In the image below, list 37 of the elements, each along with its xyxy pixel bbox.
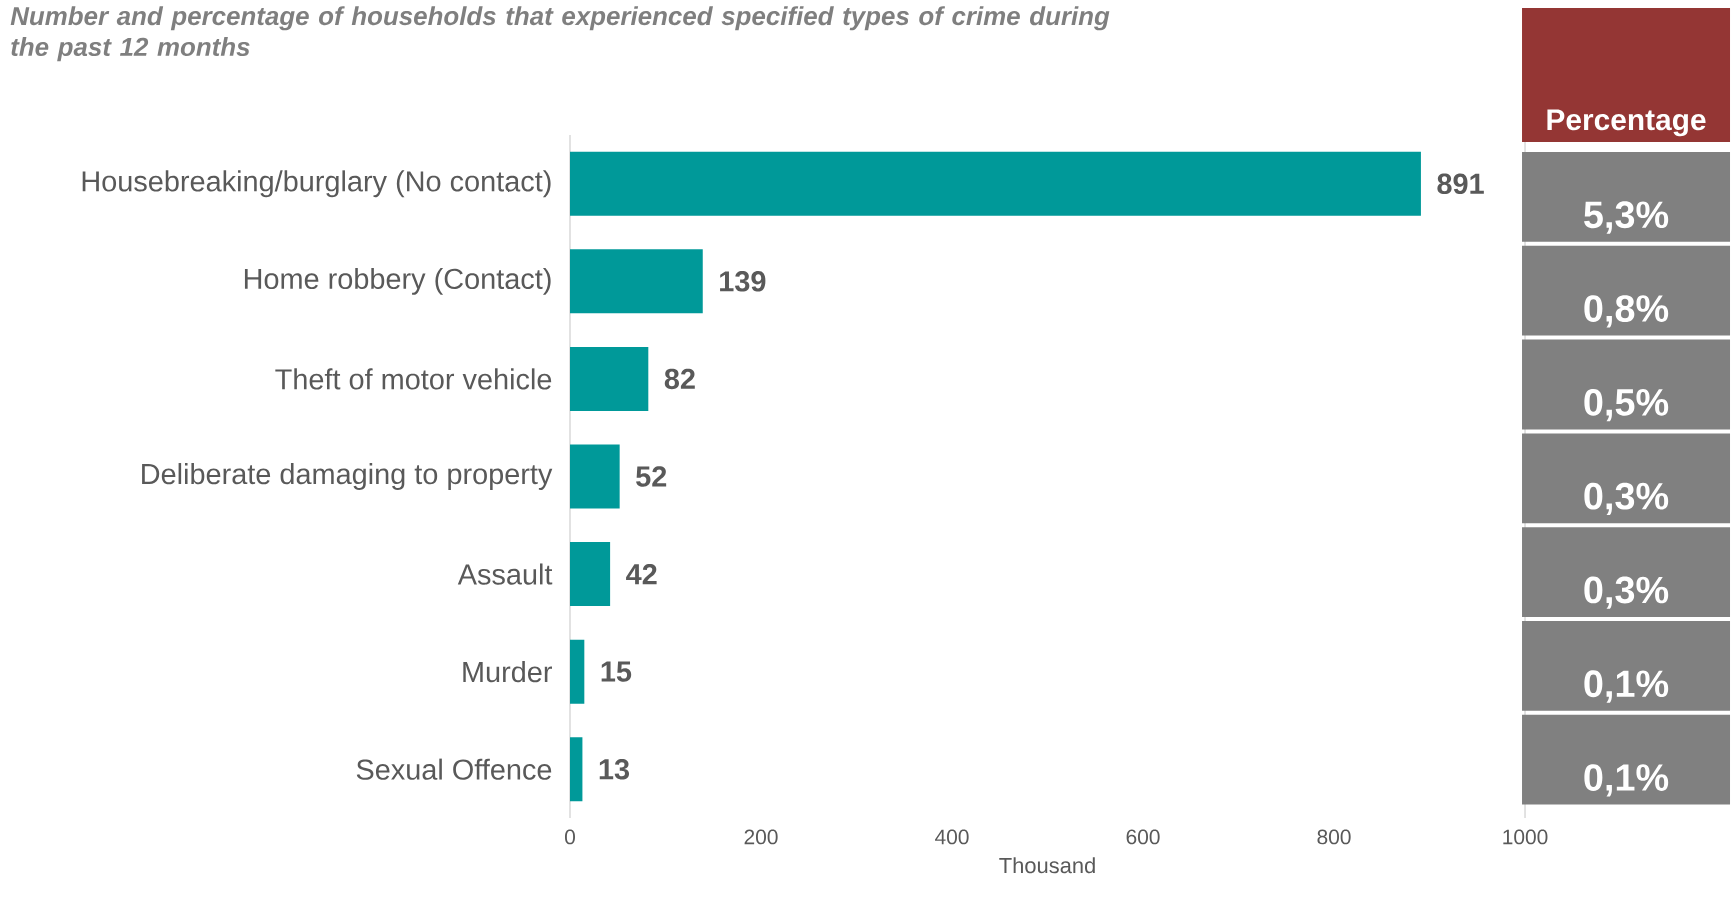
- data-label: 13: [599, 758, 630, 780]
- y-tick-label: Housebreaking/burglary (No contact): [82, 170, 551, 198]
- x-tick-label: 400: [935, 829, 969, 845]
- y-tick-label: Theft of motor vehicle: [275, 368, 552, 390]
- text: 0,5%: [1584, 388, 1669, 422]
- bar: [570, 639, 585, 704]
- text: 0,8%: [1584, 295, 1669, 328]
- data-label: 15: [601, 661, 632, 682]
- text: 0,3%: [1584, 576, 1669, 609]
- data-label: 82: [664, 368, 695, 390]
- data-label: 891: [1437, 173, 1484, 195]
- y-tick-label: Home robbery (Contact): [244, 267, 551, 295]
- bar: [570, 151, 1421, 216]
- text: 0,1%: [1584, 764, 1669, 797]
- x-axis-title: Thousand: [999, 857, 1095, 874]
- bar: [570, 249, 703, 314]
- x-tick-label: 200: [744, 829, 778, 845]
- data-label: 52: [636, 466, 667, 487]
- text: 0,3%: [1584, 482, 1669, 516]
- x-tick-label: 0: [565, 829, 575, 845]
- x-tick-label: 800: [1317, 829, 1351, 845]
- x-tick-label: 1000: [1503, 829, 1548, 845]
- y-tick-label: Deliberate damaging to property: [142, 463, 553, 490]
- y-tick-label: Murder: [463, 661, 552, 683]
- text: 5,3%: [1584, 201, 1669, 234]
- text: 0,1%: [1584, 670, 1669, 703]
- bar: [570, 444, 620, 509]
- x-tick-label: 600: [1126, 829, 1160, 845]
- bar: [570, 542, 611, 607]
- data-label: 139: [720, 271, 766, 292]
- chart-title: Number and percentage of households that experienced specified types of crime during the past 12 months: [10, 6, 1110, 62]
- y-tick-label: Assault: [457, 563, 553, 585]
- data-label: 42: [626, 563, 657, 585]
- bar: [570, 346, 649, 411]
- text: Percentage: [1547, 109, 1706, 137]
- bar: [570, 737, 583, 802]
- y-tick-label: Sexual Offence: [356, 758, 552, 780]
